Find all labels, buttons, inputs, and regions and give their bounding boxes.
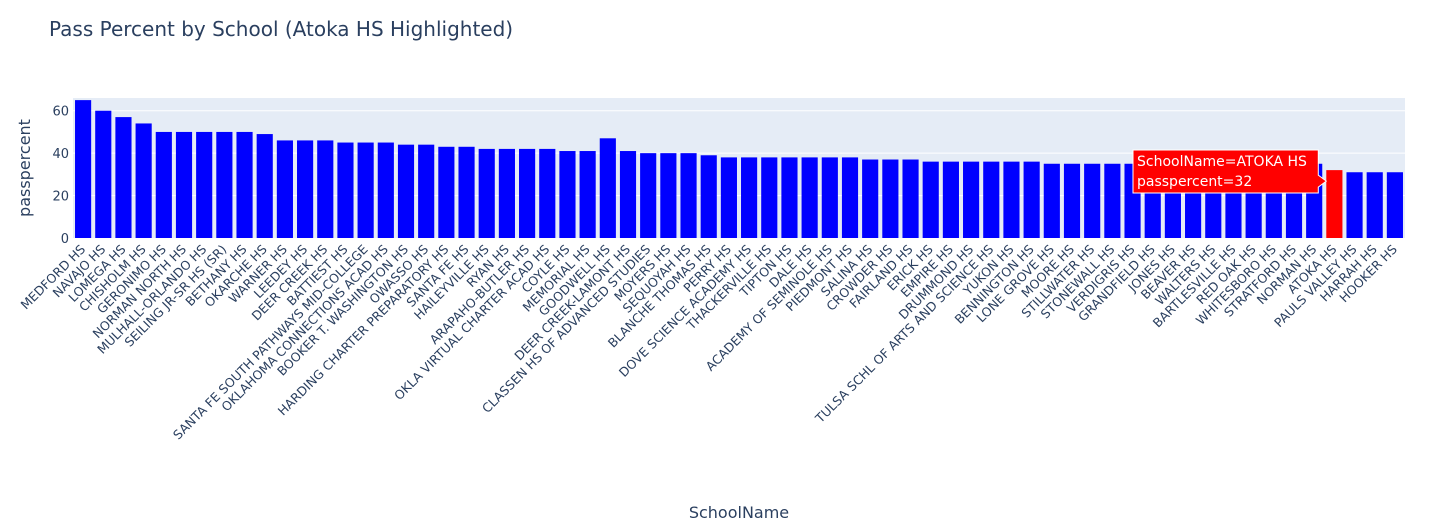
bar[interactable] <box>135 123 152 238</box>
bar[interactable] <box>902 159 919 238</box>
bar[interactable] <box>256 134 273 238</box>
bar[interactable] <box>680 153 697 238</box>
bar[interactable] <box>458 146 475 238</box>
bar[interactable] <box>418 144 435 238</box>
bar[interactable] <box>377 142 394 238</box>
bar[interactable] <box>741 157 758 238</box>
bar[interactable] <box>862 159 879 238</box>
y-axis-title: passpercent <box>15 119 34 217</box>
bar[interactable] <box>700 155 717 238</box>
bar[interactable] <box>640 153 657 238</box>
tooltip-box <box>1132 149 1328 194</box>
bar[interactable] <box>619 151 637 238</box>
tooltip-line-school: SchoolName=ATOKA HS <box>1137 154 1307 170</box>
y-tick-label: 60 <box>52 105 69 120</box>
bar[interactable] <box>922 161 939 238</box>
bar[interactable] <box>175 131 193 238</box>
tooltip-line-value: passpercent=32 <box>1137 174 1252 190</box>
bar[interactable] <box>1326 170 1343 238</box>
bar[interactable] <box>95 110 112 238</box>
bar[interactable] <box>196 131 213 238</box>
hover-tooltip: SchoolName=ATOKA HS passpercent=32 <box>1132 149 1328 194</box>
y-tick-label: 0 <box>61 232 69 247</box>
bar[interactable] <box>761 157 778 238</box>
bar[interactable] <box>942 161 959 238</box>
bar[interactable] <box>801 157 818 238</box>
bar[interactable] <box>276 140 293 238</box>
bar[interactable] <box>438 146 455 238</box>
bar[interactable] <box>539 148 556 238</box>
bar[interactable] <box>559 151 576 238</box>
bar[interactable] <box>1366 172 1383 238</box>
y-tick-label: 40 <box>52 147 69 162</box>
bar[interactable] <box>216 131 233 238</box>
y-tick-label: 20 <box>52 190 69 205</box>
bar[interactable] <box>963 161 980 238</box>
bar[interactable] <box>720 157 737 238</box>
x-axis-title: SchoolName <box>689 503 789 522</box>
bar[interactable] <box>1063 163 1081 238</box>
bar[interactable] <box>781 157 798 238</box>
bar[interactable] <box>579 151 596 238</box>
bar[interactable] <box>519 148 536 238</box>
bar[interactable] <box>1104 163 1121 238</box>
bar[interactable] <box>841 157 859 238</box>
bar[interactable] <box>297 140 314 238</box>
bar[interactable] <box>357 142 374 238</box>
bar[interactable] <box>337 142 354 238</box>
bar[interactable] <box>1346 172 1363 238</box>
bar[interactable] <box>1386 172 1403 238</box>
bar[interactable] <box>1003 161 1020 238</box>
bar[interactable] <box>660 153 677 238</box>
bar[interactable] <box>882 159 899 238</box>
bar[interactable] <box>75 100 92 238</box>
bar[interactable] <box>821 157 838 238</box>
bar[interactable] <box>983 161 1000 238</box>
chart-title: Pass Percent by School (Atoka HS Highlig… <box>49 17 513 41</box>
y-axis-ticks: 0 20 40 60 <box>52 105 69 247</box>
bar[interactable] <box>1023 161 1040 238</box>
bar[interactable] <box>236 131 253 238</box>
bar[interactable] <box>115 117 132 238</box>
bar[interactable] <box>317 140 334 238</box>
bar[interactable] <box>397 144 415 238</box>
bar[interactable] <box>1084 163 1101 238</box>
bar[interactable] <box>478 148 495 238</box>
bar[interactable] <box>498 148 515 238</box>
bar[interactable] <box>1043 163 1060 238</box>
bar[interactable] <box>155 131 172 238</box>
bar[interactable] <box>599 138 616 238</box>
